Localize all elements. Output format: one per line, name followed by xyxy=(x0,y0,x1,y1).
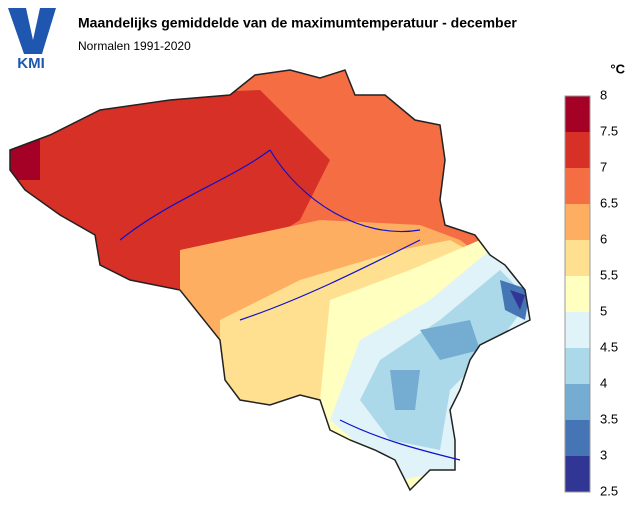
legend-bin xyxy=(565,168,590,204)
logo-text: KMI xyxy=(17,55,45,72)
rivers xyxy=(119,149,461,461)
logo: KMI xyxy=(8,8,56,72)
legend-tick-label: 4 xyxy=(600,375,607,390)
country-border xyxy=(9,69,531,492)
legend-tick-label: 8 xyxy=(600,87,607,102)
legend-tick-label: 6 xyxy=(600,231,607,246)
legend-tick-label: 7 xyxy=(600,159,607,174)
legend-bin xyxy=(565,276,590,312)
logo-mark xyxy=(8,8,56,54)
legend-bin xyxy=(565,312,590,348)
legend-bin xyxy=(565,384,590,420)
legend-unit: °C xyxy=(610,61,625,76)
legend-bin xyxy=(565,240,590,276)
legend-bin xyxy=(565,132,590,168)
legend: 8 7.5 7 6.5 6 5.5 5 4.5 4 3.5 3 2.5 xyxy=(564,87,618,498)
legend-tick-label: 5.5 xyxy=(600,267,618,282)
legend-tick-label: 6.5 xyxy=(600,195,618,210)
legend-bin xyxy=(565,204,590,240)
temperature-map xyxy=(10,70,530,490)
legend-bin xyxy=(565,348,590,384)
title: Maandelijks gemiddelde van de maximumtem… xyxy=(78,15,517,31)
legend-tick-label: 5 xyxy=(600,303,607,318)
legend-tick-label: 3 xyxy=(600,447,607,462)
legend-bin xyxy=(565,96,590,132)
legend-tick-label: 7.5 xyxy=(600,123,618,138)
legend-bin xyxy=(565,456,590,492)
legend-frame xyxy=(564,95,591,493)
legend-tick-label: 4.5 xyxy=(600,339,618,354)
legend-tick-label: 3.5 xyxy=(600,411,618,426)
legend-tick-label: 2.5 xyxy=(600,483,618,498)
legend-bin xyxy=(565,420,590,456)
subtitle: Normalen 1991-2020 xyxy=(78,39,191,53)
